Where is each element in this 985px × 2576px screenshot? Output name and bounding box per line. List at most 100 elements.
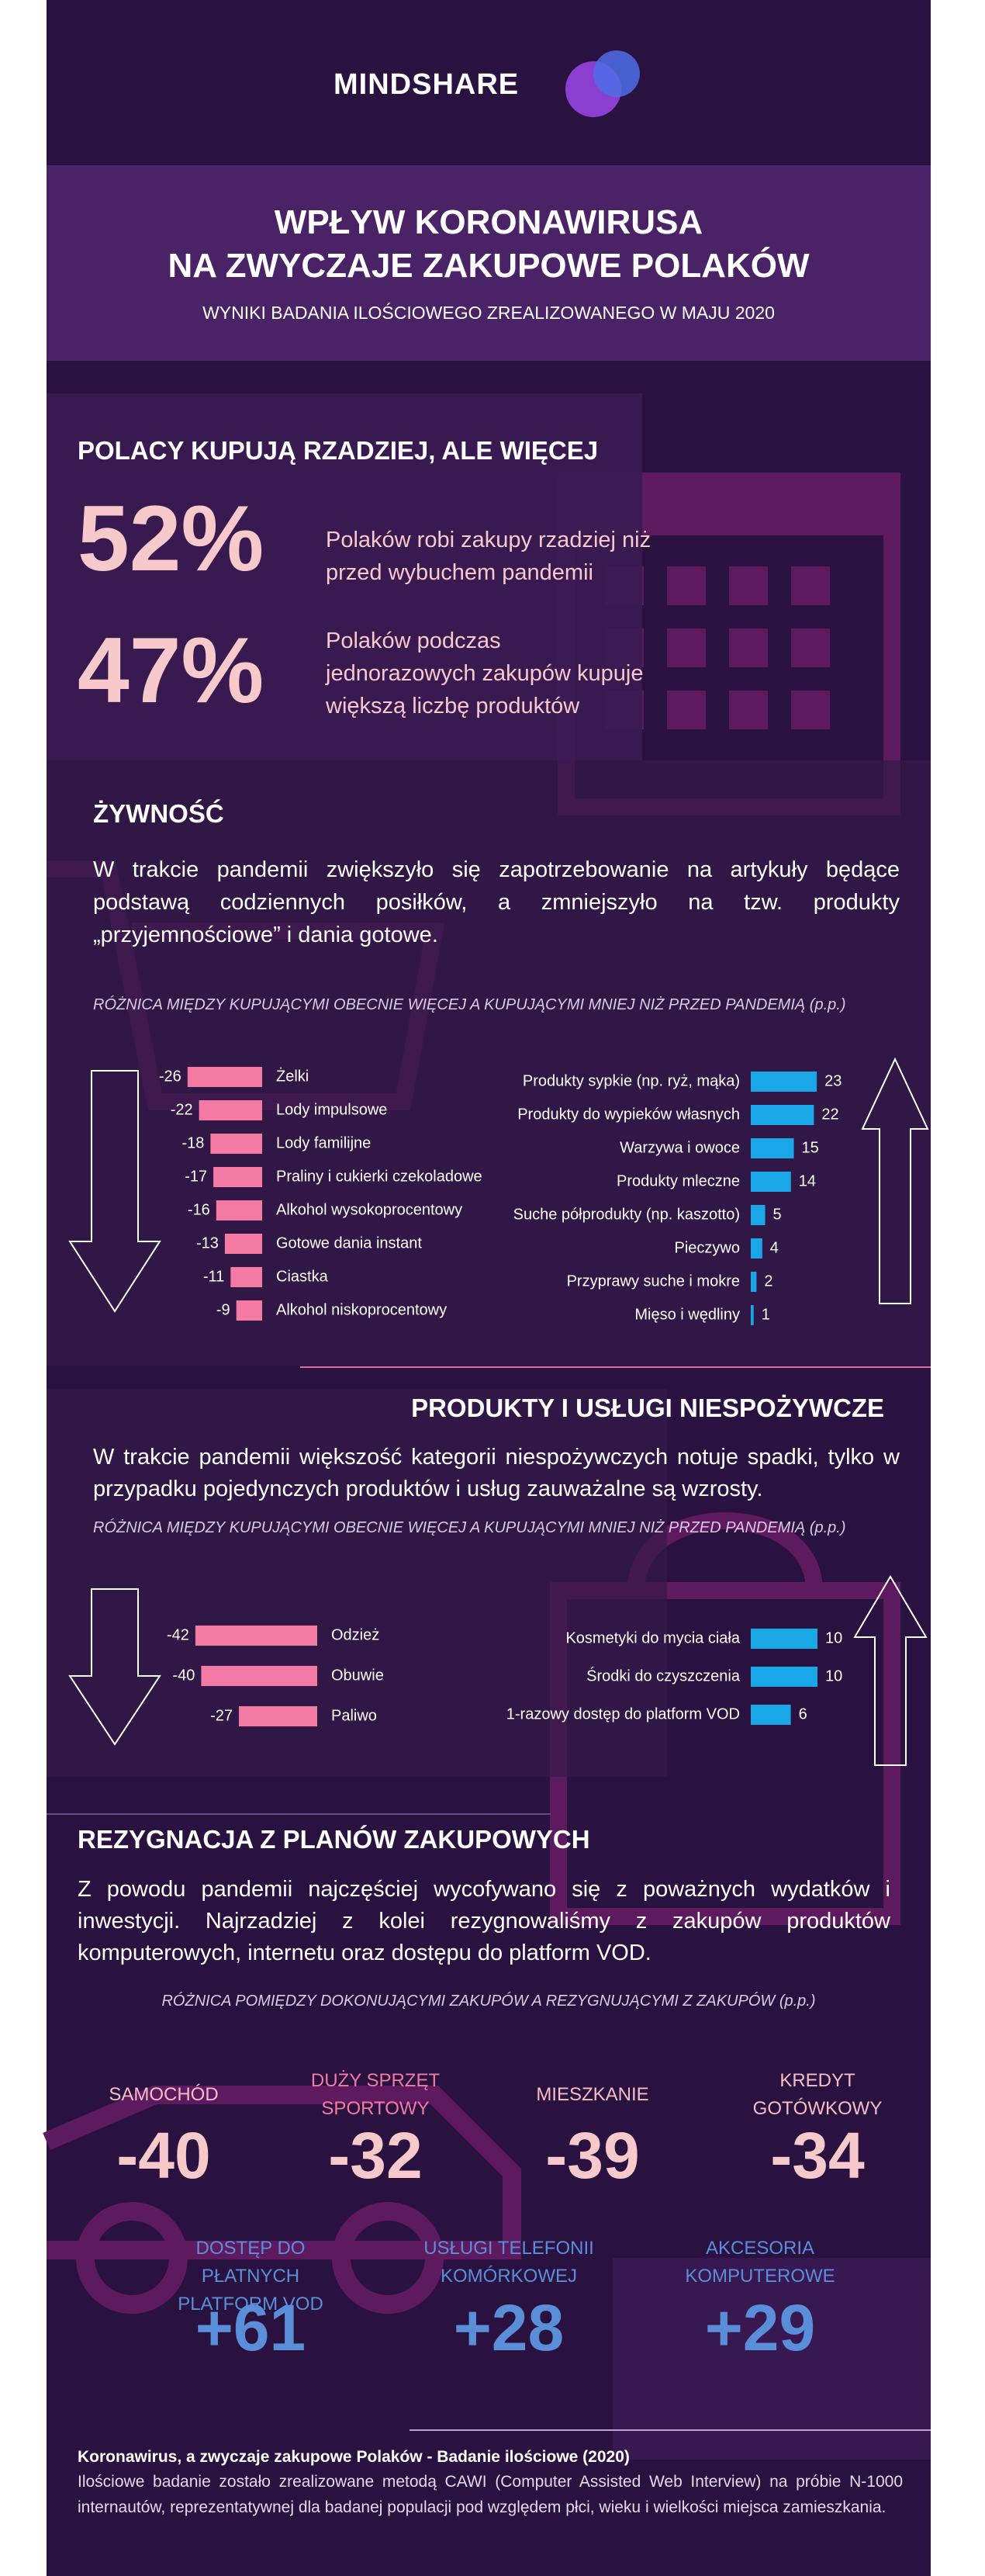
bar: [201, 1666, 317, 1686]
stat-value: 47%: [78, 618, 264, 722]
stats-panel: [47, 393, 642, 760]
section-text: W trakcie pandemii większość kategorii n…: [93, 1445, 900, 1501]
section-heading: PRODUKTY I USŁUGI NIESPOŻYWCZE: [411, 1394, 884, 1422]
item-label: SAMOCHÓD: [109, 2084, 219, 2105]
item-value: +29: [704, 2291, 816, 2364]
category-label: Lody familijne: [276, 1134, 371, 1151]
bar: [751, 1705, 791, 1725]
category-label: Paliwo: [331, 1707, 377, 1724]
title: WPŁYW KORONAWIRUSA: [274, 203, 703, 241]
category-label: Praliny i cukierki czekoladowe: [276, 1168, 482, 1185]
item-label: KREDYT GOTÓWKOWY: [752, 2070, 883, 2119]
title: NA ZWYCZAJE ZAKUPOWE POLAKÓW: [168, 247, 810, 285]
bar: [239, 1706, 317, 1726]
bar: [751, 1305, 754, 1325]
value-label: 1: [762, 1306, 770, 1323]
category-label: Alkohol niskoprocentowy: [276, 1301, 447, 1318]
value-label: 6: [799, 1705, 807, 1723]
bar: [751, 1072, 817, 1092]
category-label: Alkohol wysokoprocentowy: [276, 1201, 462, 1218]
category-label: Żelki: [276, 1067, 309, 1085]
bar: [751, 1138, 794, 1158]
value-label: 10: [825, 1629, 842, 1646]
bar: [213, 1167, 262, 1187]
value-label: -42: [167, 1626, 189, 1643]
stat-value: 52%: [78, 486, 264, 590]
bar: [751, 1172, 791, 1192]
title-band: [47, 165, 931, 361]
section-text: Z powodu pandemii najczęściej wycofywano…: [78, 1877, 890, 1965]
value-label: -40: [172, 1667, 195, 1684]
value-label: -22: [171, 1101, 193, 1118]
item-label: MIESZKANIE: [536, 2084, 649, 2105]
category-label: Ciastka: [276, 1268, 329, 1285]
up-arrow: [861, 1057, 929, 1304]
item-value: +61: [195, 2291, 306, 2364]
value-label: -17: [185, 1168, 207, 1185]
value-label: -9: [216, 1301, 230, 1318]
panel: [613, 2258, 931, 2460]
item-value: +28: [453, 2291, 565, 2364]
bar: [236, 1300, 262, 1321]
item-value: -39: [545, 2119, 640, 2192]
item-value: -32: [328, 2119, 423, 2192]
category-label: Środki do czyszczenia: [586, 1666, 741, 1684]
section-heading: POLACY KUPUJĄ RZADZIEJ, ALE WIĘCEJ: [78, 436, 599, 465]
bar: [751, 1238, 762, 1259]
category-label: Obuwie: [331, 1667, 384, 1684]
logo: MINDSHARE: [334, 68, 520, 101]
bar: [199, 1100, 262, 1120]
value-label: 5: [773, 1206, 782, 1223]
footer-title: Koronawirus, a zwyczaje zakupowe Polaków…: [78, 2448, 630, 2466]
category-label: Lody impulsowe: [276, 1101, 387, 1118]
value-label: 15: [802, 1139, 819, 1156]
category-label: Pieczywo: [675, 1239, 740, 1256]
logo-mark: [593, 50, 640, 97]
category-label: Kosmetyki do mycia ciała: [565, 1629, 740, 1646]
category-label: Mięso i wędliny: [634, 1306, 740, 1323]
bar: [210, 1134, 262, 1154]
value-label: -18: [181, 1134, 204, 1151]
category-label: Warzywa i owoce: [620, 1139, 740, 1156]
bar: [216, 1200, 262, 1220]
section-text: W trakcie pandemii zwiększyło się zapotr…: [93, 857, 900, 947]
bar: [751, 1105, 814, 1125]
value-label: 10: [825, 1667, 842, 1684]
bar: [230, 1267, 262, 1287]
category-label: Produkty sypkie (np. ryż, mąka): [523, 1072, 740, 1089]
category-label: Gotowe dania instant: [276, 1234, 422, 1252]
bar: [195, 1626, 317, 1646]
bar: [224, 1234, 262, 1254]
category-label: 1-razowy dostęp do platform VOD: [506, 1705, 740, 1723]
value-label: 4: [770, 1239, 779, 1256]
value-label: 14: [799, 1172, 816, 1189]
chart-caption: RÓŻNICA MIĘDZY KUPUJĄCYMI OBECNIE WIĘCEJ…: [93, 996, 846, 1013]
car-icon: [43, 2086, 521, 2314]
chart-caption: RÓŻNICA POMIĘDZY DOKONUJĄCYMI ZAKUPÓW A …: [161, 1993, 816, 2010]
item-value: -34: [770, 2119, 865, 2192]
item-value: -40: [116, 2119, 211, 2192]
value-label: -26: [159, 1068, 181, 1085]
category-label: Suche półprodukty (np. kaszotto): [513, 1206, 740, 1223]
section-heading: REZYGNACJA Z PLANÓW ZAKUPOWYCH: [78, 1825, 590, 1854]
category-label: Produkty do wypieków własnych: [517, 1106, 740, 1123]
stat-text: Polaków podczas jednorazowych zakupów ku…: [326, 628, 644, 718]
item-label: AKCESORIA KOMPUTEROWE: [685, 2238, 835, 2287]
section-heading: ŻYWNOŚĆ: [93, 799, 224, 828]
value-label: 23: [824, 1072, 842, 1089]
chart-caption: RÓŻNICA MIĘDZY KUPUJĄCYMI OBECNIE WIĘCEJ…: [93, 1519, 846, 1536]
up-arrow: [853, 1575, 928, 1766]
value-label: -11: [203, 1268, 224, 1285]
down-arrow: [68, 1588, 161, 1746]
item-label: DOSTĘP DO PŁATNYCH PLATFORM VOD: [178, 2238, 323, 2315]
value-label: -27: [210, 1707, 233, 1724]
category-label: Odzież: [331, 1626, 379, 1643]
subtitle: WYNIKI BADANIA ILOŚCIOWEGO ZREALIZOWANEG…: [202, 303, 775, 323]
bar: [187, 1067, 262, 1087]
value-label: -16: [188, 1201, 210, 1218]
bar: [751, 1272, 757, 1292]
category-label: Produkty mleczne: [617, 1172, 740, 1189]
value-label: 22: [821, 1106, 838, 1123]
food-panel: [47, 760, 931, 1366]
